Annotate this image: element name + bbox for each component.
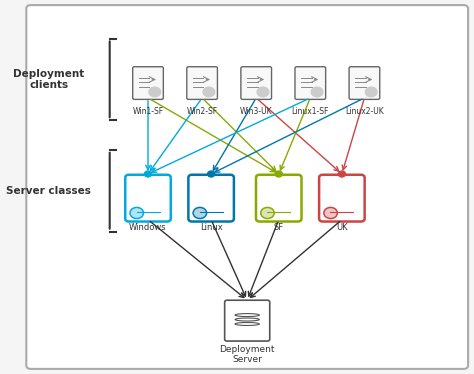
- Text: Deployment
clients: Deployment clients: [13, 68, 84, 90]
- Circle shape: [324, 208, 337, 218]
- Text: Windows: Windows: [129, 223, 167, 232]
- FancyBboxPatch shape: [188, 175, 234, 221]
- Circle shape: [145, 171, 152, 177]
- Circle shape: [208, 171, 215, 177]
- FancyBboxPatch shape: [187, 67, 218, 99]
- FancyBboxPatch shape: [225, 300, 270, 341]
- FancyBboxPatch shape: [125, 175, 171, 221]
- Text: Server classes: Server classes: [6, 186, 91, 196]
- Circle shape: [130, 208, 144, 218]
- FancyBboxPatch shape: [349, 67, 380, 99]
- Circle shape: [365, 87, 377, 97]
- Text: UK: UK: [336, 223, 348, 232]
- Text: Linux1-SF: Linux1-SF: [292, 107, 329, 116]
- Circle shape: [261, 208, 274, 218]
- Text: Deployment
Server: Deployment Server: [219, 345, 275, 364]
- FancyBboxPatch shape: [295, 67, 326, 99]
- Circle shape: [149, 87, 161, 97]
- Circle shape: [203, 87, 215, 97]
- FancyBboxPatch shape: [256, 175, 301, 221]
- Circle shape: [257, 87, 269, 97]
- Text: SF: SF: [273, 223, 284, 232]
- Text: Win1-SF: Win1-SF: [132, 107, 164, 116]
- FancyBboxPatch shape: [241, 67, 272, 99]
- Text: Win2-SF: Win2-SF: [187, 107, 218, 116]
- FancyBboxPatch shape: [133, 67, 164, 99]
- FancyBboxPatch shape: [26, 5, 468, 369]
- Circle shape: [338, 171, 346, 177]
- Circle shape: [275, 171, 283, 177]
- FancyBboxPatch shape: [319, 175, 365, 221]
- Text: Win3-UK: Win3-UK: [240, 107, 273, 116]
- Text: Linux: Linux: [200, 223, 222, 232]
- Circle shape: [193, 208, 207, 218]
- Circle shape: [311, 87, 323, 97]
- Text: Linux2-UK: Linux2-UK: [345, 107, 384, 116]
